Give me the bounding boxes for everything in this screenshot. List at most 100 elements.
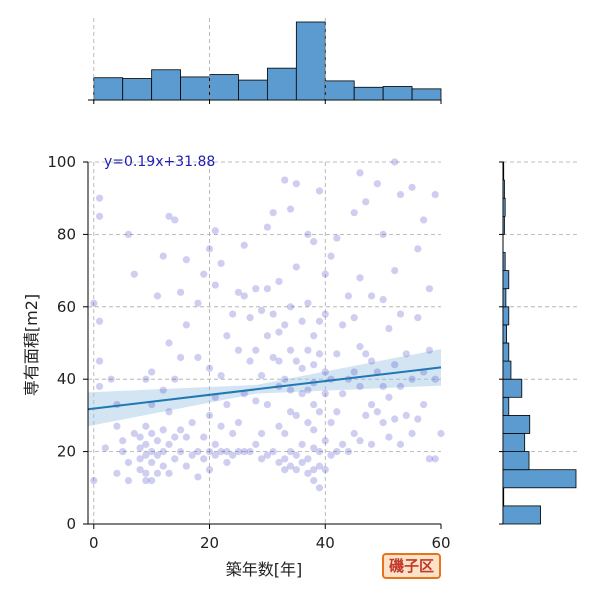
scatter-point (153, 292, 162, 300)
scatter-point (414, 314, 422, 322)
scatter-point (292, 451, 300, 459)
scatter-point (379, 419, 387, 427)
scatter-point (211, 227, 219, 235)
x-tick-label: 0 (89, 534, 99, 552)
scatter-point (171, 375, 179, 383)
scatter-point (321, 270, 329, 278)
scatter-point (269, 448, 277, 456)
scatter-point (171, 433, 179, 441)
scatter-point (420, 216, 428, 224)
scatter-point (200, 455, 208, 463)
scatter-point (356, 382, 364, 391)
scatter-point (350, 209, 358, 217)
y-hist-bar (502, 197, 506, 217)
scatter-point (200, 433, 208, 441)
scatter-point (95, 357, 104, 365)
scatter-point (142, 422, 150, 430)
scatter-point (321, 310, 329, 318)
scatter-point (286, 448, 295, 456)
scatter-point (130, 429, 138, 438)
scatter-point (234, 346, 243, 354)
scatter-point (344, 292, 353, 300)
scatter-point (252, 285, 260, 293)
scatter-point (304, 419, 312, 427)
scatter-point (391, 267, 399, 275)
scatter-point (165, 339, 173, 347)
scatter-point (408, 375, 416, 383)
x-axis-title: 築年数[年] (226, 560, 303, 579)
scatter-point (350, 368, 358, 376)
scatter-point (142, 440, 150, 448)
scatter-point (327, 419, 335, 427)
scatter-point (379, 230, 387, 238)
scatter-point (153, 437, 162, 445)
scatter-point (263, 332, 271, 340)
scatter-point (298, 458, 306, 467)
grid (88, 161, 441, 524)
scatter-point (148, 368, 156, 376)
scatter-point (182, 321, 190, 329)
scatter-point (182, 433, 190, 441)
scatter-point (211, 440, 219, 448)
scatter-point (286, 346, 295, 354)
scatter-point (119, 437, 127, 445)
y-hist-bar (502, 360, 512, 380)
scatter-point (315, 462, 324, 470)
scatter-point (385, 433, 393, 441)
scatter-point (321, 437, 329, 445)
scatter-point (258, 371, 266, 380)
scatter-point (165, 408, 173, 416)
scatter-point (176, 353, 185, 362)
scatter-point (246, 314, 254, 322)
scatter-point (124, 476, 133, 485)
scatter-point (339, 440, 347, 448)
scatter-point (205, 448, 214, 456)
y-hist-bar (502, 306, 510, 326)
y-hist-bar (502, 433, 526, 453)
scatter-point (286, 386, 295, 394)
scatter-point (396, 190, 405, 199)
scatter-point (391, 415, 399, 423)
scatter-point (321, 390, 329, 398)
y-tick-label: 40 (57, 370, 76, 388)
scatter-point (136, 455, 144, 463)
scatter-point (292, 180, 300, 188)
regression-line (87, 366, 442, 411)
scatter-point (234, 448, 243, 456)
scatter-point (298, 440, 306, 448)
scatter-point (304, 299, 312, 307)
scatter-point (142, 469, 150, 477)
scatter-point (315, 484, 324, 492)
scatter-point (408, 429, 416, 438)
scatter-point (310, 238, 318, 246)
y-hist-bar (502, 469, 577, 489)
scatter-point (425, 346, 434, 354)
scatter-point (275, 458, 283, 467)
scatter-point (269, 353, 277, 362)
scatter-point (275, 277, 283, 286)
scatter-point (258, 429, 266, 438)
scatter-point (90, 476, 98, 485)
y-tick-label: 60 (57, 298, 76, 316)
x-tick-label: 60 (431, 534, 450, 552)
scatter-point (402, 411, 410, 419)
scatter-point (113, 422, 121, 430)
x-hist-bar (238, 79, 268, 101)
scatter-point (281, 429, 289, 438)
scatter-point (159, 426, 167, 434)
scatter-point (304, 230, 312, 238)
scatter-point (188, 419, 196, 427)
scatter-point (148, 448, 156, 456)
scatter-point (200, 270, 208, 278)
scatter-point (304, 469, 312, 477)
y-axis-title: 専有面積[m2] (22, 294, 41, 396)
scatter-point (286, 408, 295, 416)
x-hist-bar (266, 67, 297, 101)
scatter-point (95, 212, 104, 220)
scatter-point (159, 386, 167, 394)
scatter-point (142, 476, 150, 485)
scatter-point (142, 375, 150, 383)
y-marginal-histogram (499, 161, 580, 525)
scatter-point (252, 440, 260, 448)
y-hist-bar (502, 451, 530, 471)
